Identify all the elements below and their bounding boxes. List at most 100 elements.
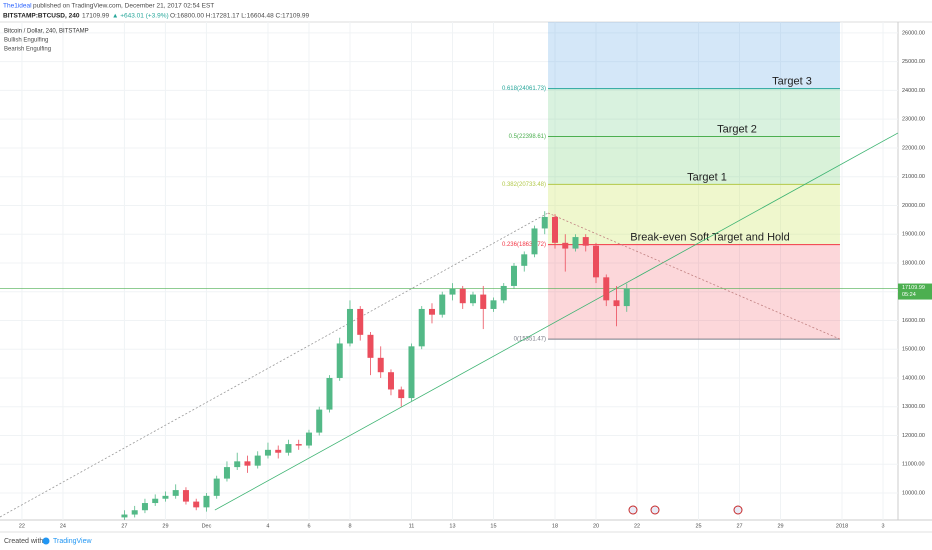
candles (121, 211, 630, 520)
candle-body (295, 444, 302, 446)
x-tick-label: 20 (593, 523, 599, 529)
candle-body (244, 461, 251, 466)
trend-line (214, 132, 898, 511)
candle-body (264, 449, 271, 456)
y-tick-label: 24000.00 (902, 88, 925, 94)
candle-body (223, 467, 230, 479)
candle-body (551, 216, 558, 243)
candle-body (469, 294, 476, 304)
last-price-tag (898, 283, 932, 300)
y-tick-label: 16000.00 (902, 318, 925, 324)
y-tick-label: 21000.00 (902, 174, 925, 180)
change: ▲ +643.01 (+3.9%) (112, 13, 169, 20)
x-tick-label: 2018 (836, 523, 848, 529)
x-tick-label: 6 (307, 523, 310, 529)
x-tick-label: 25 (695, 523, 701, 529)
brand-logo (42, 537, 50, 545)
x-tick-label: 24 (60, 523, 66, 529)
candle-body (510, 265, 517, 286)
fib-zone (548, 88, 840, 137)
last: 17109.99 (82, 13, 109, 20)
candle-body (490, 300, 497, 309)
last-price-label: 17109.99 (902, 285, 925, 291)
x-tick-label: 29 (162, 523, 168, 529)
candle-body (182, 490, 189, 502)
fib-zone (548, 136, 840, 185)
footer-created: Created with (4, 538, 43, 545)
candle-body (593, 245, 600, 278)
x-tick-label: 27 (121, 523, 127, 529)
ohlc: O:16800.00 H:17281.17 L:16604.48 C:17109… (170, 13, 310, 20)
x-tick-label: 8 (348, 523, 351, 529)
x-tick-label: 29 (777, 523, 783, 529)
y-tick-label: 15000.00 (902, 347, 925, 353)
y-tick-label: 20000.00 (902, 203, 925, 209)
candle-body (459, 288, 466, 304)
fib-label: 0.236(18637.72) (502, 242, 546, 248)
candle-body (377, 357, 384, 373)
candle-body (449, 288, 456, 295)
event-icon[interactable] (733, 505, 743, 515)
fib-zone (548, 184, 840, 245)
candle-body (531, 228, 538, 255)
candle-body (172, 490, 179, 496)
legend-title: Bitcoin / Dollar, 240, BITSTAMP (4, 29, 89, 35)
event-icon[interactable] (628, 505, 638, 515)
legend-item: Bullish Engulfing (4, 38, 48, 44)
candle-body (603, 277, 610, 301)
candle-body (500, 285, 507, 301)
candle-body (152, 498, 159, 504)
candle-body (367, 334, 374, 358)
annotation: Target 1 (687, 171, 727, 183)
grid (0, 22, 898, 520)
candle-body (428, 308, 435, 315)
event-icon[interactable] (650, 505, 660, 515)
candle-body (346, 308, 353, 344)
annotation: Break-even Soft Target and Hold (630, 232, 789, 244)
candle-body (316, 409, 323, 433)
y-tick-label: 18000.00 (902, 260, 925, 266)
candle-body (613, 300, 620, 307)
legend-item: Bearish Engulfing (4, 47, 51, 53)
y-tick-label: 23000.00 (902, 117, 925, 123)
y-tick-label: 13000.00 (902, 404, 925, 410)
fib-zone (548, 22, 840, 89)
candle-body (572, 237, 579, 249)
candle-body (275, 449, 282, 453)
x-tick-label: 27 (736, 523, 742, 529)
x-tick-label: 3 (882, 523, 885, 529)
axes: 10000.00 11000.00 12000.00 13000.00 14000.00… (19, 30, 932, 529)
candle-body (203, 495, 210, 508)
candle-body (408, 346, 415, 399)
x-tick-label: 4 (266, 523, 269, 529)
x-tick-label: 11 (409, 523, 415, 529)
candle-body (213, 478, 220, 496)
y-tick-label: 11000.00 (902, 462, 925, 468)
fib-label: 0.382(20733.48) (502, 182, 546, 188)
candle-body (254, 455, 261, 466)
candle-body (162, 495, 169, 499)
x-tick-label: 15 (490, 523, 496, 529)
candle-body (305, 432, 312, 446)
x-tick-label: 18 (552, 523, 558, 529)
candle-body (480, 294, 487, 309)
y-tick-label: 26000.00 (902, 30, 925, 36)
candle-body (141, 503, 148, 511)
candle-body (418, 308, 425, 347)
y-tick-label: 19000.00 (902, 232, 925, 238)
author: The1ideal (3, 3, 32, 10)
footer-brand: TradingView (53, 538, 92, 545)
candle-body (398, 389, 405, 399)
y-tick-label: 14000.00 (902, 375, 925, 381)
y-tick-label: 12000.00 (902, 433, 925, 439)
y-tick-label: 25000.00 (902, 59, 925, 65)
fib-label: 0.5(22398.61) (509, 134, 546, 140)
candle-body (439, 294, 446, 315)
fib-label: 0(15351.47) (514, 337, 546, 343)
trend-line (0, 212, 549, 518)
candle-body (234, 461, 241, 468)
candle-body (285, 444, 292, 453)
candle-body (326, 377, 333, 410)
